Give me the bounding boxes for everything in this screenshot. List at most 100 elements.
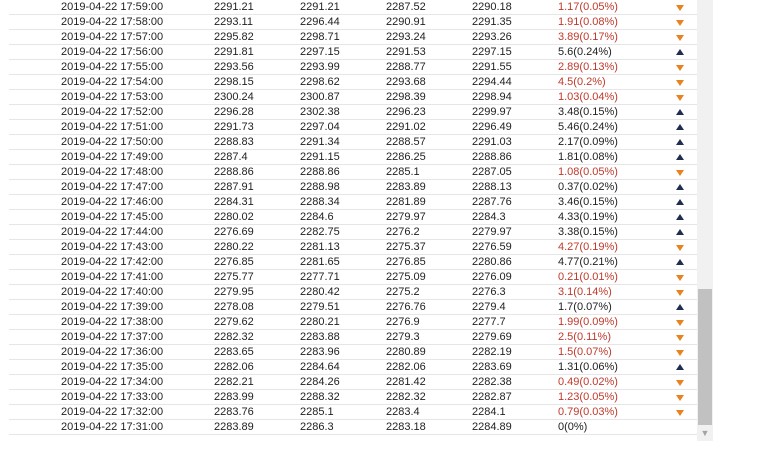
open-cell: 2276.85 — [214, 256, 254, 268]
table-row: 2019-04-22 17:42:00 2276.85 2281.65 2276.85… — [9, 255, 697, 270]
close-cell: 2290.18 — [472, 1, 512, 13]
table-row: 2019-04-22 17:48:00 2288.86 2288.86 2285.1 2… — [9, 165, 697, 180]
high-cell: 2298.71 — [300, 31, 340, 43]
change-cell: 4.33(0.19%) — [558, 211, 618, 223]
arrow-down-icon — [676, 315, 686, 329]
low-cell: 2275.2 — [386, 286, 420, 298]
table-row: 2019-04-22 17:50:00 2288.83 2291.34 2288.57… — [9, 135, 697, 150]
close-cell: 2279.97 — [472, 226, 512, 238]
change-cell: 1.5(0.07%) — [558, 346, 612, 358]
scrollbar-thumb[interactable] — [698, 289, 712, 425]
high-cell: 2281.13 — [300, 241, 340, 253]
open-cell: 2276.69 — [214, 226, 254, 238]
close-cell: 2297.15 — [472, 46, 512, 58]
high-cell: 2297.15 — [300, 46, 340, 58]
time-cell: 2019-04-22 17:35:00 — [61, 361, 164, 373]
table-row: 2019-04-22 17:33:00 2283.99 2288.32 2282.32… — [9, 390, 697, 405]
change-cell: 1.08(0.05%) — [558, 166, 618, 178]
table-row: 2019-04-22 17:41:00 2275.77 2277.71 2275.09… — [9, 270, 697, 285]
low-cell: 2293.68 — [386, 76, 426, 88]
arrow-up-icon — [676, 180, 686, 194]
low-cell: 2276.85 — [386, 256, 426, 268]
change-cell: 1.03(0.04%) — [558, 91, 618, 103]
high-cell: 2288.86 — [300, 166, 340, 178]
time-cell: 2019-04-22 17:38:00 — [61, 316, 164, 328]
low-cell: 2291.53 — [386, 46, 426, 58]
high-cell: 2297.04 — [300, 121, 340, 133]
high-cell: 2283.96 — [300, 346, 340, 358]
open-cell: 2291.21 — [214, 1, 254, 13]
high-cell: 2279.51 — [300, 301, 340, 313]
time-cell: 2019-04-22 17:34:00 — [61, 376, 164, 388]
table-row: 2019-04-22 17:32:00 2283.76 2285.1 2283.4 22… — [9, 405, 697, 420]
high-cell: 2284.26 — [300, 376, 340, 388]
low-cell: 2279.97 — [386, 211, 426, 223]
close-cell: 2284.89 — [472, 421, 512, 433]
high-cell: 2281.65 — [300, 256, 340, 268]
time-cell: 2019-04-22 17:58:00 — [61, 16, 164, 28]
table-row: 2019-04-22 17:49:00 2287.4 2291.15 2286.25 2… — [9, 150, 697, 165]
high-cell: 2280.42 — [300, 286, 340, 298]
change-cell: 0.21(0.01%) — [558, 271, 618, 283]
table-row: 2019-04-22 17:51:00 2291.73 2297.04 2291.02… — [9, 120, 697, 135]
time-cell: 2019-04-22 17:41:00 — [61, 271, 164, 283]
change-cell: 5.6(0.24%) — [558, 46, 612, 58]
open-cell: 2283.89 — [214, 421, 254, 433]
table-row: 2019-04-22 17:37:00 2282.32 2283.88 2279.3 2… — [9, 330, 697, 345]
table-row: 2019-04-22 17:38:00 2279.62 2280.21 2276.9 2… — [9, 315, 697, 330]
open-cell: 2291.73 — [214, 121, 254, 133]
scroll-down-icon[interactable]: ▼ — [700, 428, 710, 438]
close-cell: 2276.09 — [472, 271, 512, 283]
low-cell: 2282.06 — [386, 361, 426, 373]
open-cell: 2279.95 — [214, 286, 254, 298]
high-cell: 2286.3 — [300, 421, 334, 433]
arrow-down-icon — [676, 345, 686, 359]
table-row: 2019-04-22 17:36:00 2283.65 2283.96 2280.89… — [9, 345, 697, 360]
price-table: 2019-04-22 17:59:00 2291.21 2291.21 2287.52… — [9, 1, 697, 435]
close-cell: 2298.94 — [472, 91, 512, 103]
high-cell: 2298.62 — [300, 76, 340, 88]
high-cell: 2291.21 — [300, 1, 340, 13]
arrow-up-icon — [676, 225, 686, 239]
arrow-up-icon — [676, 105, 686, 119]
low-cell: 2276.76 — [386, 301, 426, 313]
low-cell: 2275.09 — [386, 271, 426, 283]
open-cell: 2300.24 — [214, 91, 254, 103]
close-cell: 2291.03 — [472, 136, 512, 148]
high-cell: 2291.15 — [300, 151, 340, 163]
open-cell: 2282.06 — [214, 361, 254, 373]
open-cell: 2279.62 — [214, 316, 254, 328]
open-cell: 2278.08 — [214, 301, 254, 313]
close-cell: 2279.4 — [472, 301, 506, 313]
change-cell: 1.23(0.05%) — [558, 391, 618, 403]
low-cell: 2293.24 — [386, 31, 426, 43]
low-cell: 2290.91 — [386, 16, 426, 28]
change-cell: 1.99(0.09%) — [558, 316, 618, 328]
time-cell: 2019-04-22 17:57:00 — [61, 31, 164, 43]
low-cell: 2280.89 — [386, 346, 426, 358]
time-cell: 2019-04-22 17:52:00 — [61, 106, 164, 118]
vertical-scrollbar[interactable]: ▼ — [697, 0, 713, 441]
low-cell: 2276.9 — [386, 316, 420, 328]
table-row: 2019-04-22 17:54:00 2298.15 2298.62 2293.68… — [9, 75, 697, 90]
low-cell: 2276.2 — [386, 226, 420, 238]
arrow-down-icon — [676, 90, 686, 104]
table-row: 2019-04-22 17:52:00 2296.28 2302.38 2296.23… — [9, 105, 697, 120]
high-cell: 2291.34 — [300, 136, 340, 148]
table-row: 2019-04-22 17:43:00 2280.22 2281.13 2275.37… — [9, 240, 697, 255]
change-cell: 4.77(0.21%) — [558, 256, 618, 268]
close-cell: 2287.05 — [472, 166, 512, 178]
arrow-down-icon — [676, 270, 686, 284]
low-cell: 2296.23 — [386, 106, 426, 118]
open-cell: 2298.15 — [214, 76, 254, 88]
open-cell: 2293.56 — [214, 61, 254, 73]
time-cell: 2019-04-22 17:33:00 — [61, 391, 164, 403]
high-cell: 2296.44 — [300, 16, 340, 28]
open-cell: 2295.82 — [214, 31, 254, 43]
time-cell: 2019-04-22 17:59:00 — [61, 1, 164, 13]
close-cell: 2284.3 — [472, 211, 506, 223]
open-cell: 2280.02 — [214, 211, 254, 223]
change-cell: 4.5(0.2%) — [558, 76, 606, 88]
time-cell: 2019-04-22 17:53:00 — [61, 91, 164, 103]
high-cell: 2283.88 — [300, 331, 340, 343]
